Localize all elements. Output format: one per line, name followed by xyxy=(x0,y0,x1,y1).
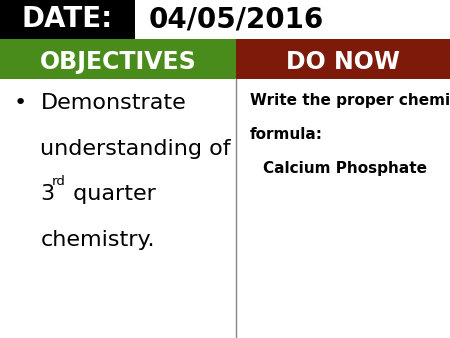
FancyBboxPatch shape xyxy=(0,44,236,79)
Text: Calcium Phosphate: Calcium Phosphate xyxy=(263,161,427,175)
FancyBboxPatch shape xyxy=(236,39,450,44)
Text: chemistry.: chemistry. xyxy=(40,230,155,250)
Text: Demonstrate: Demonstrate xyxy=(40,93,186,113)
Text: DO NOW: DO NOW xyxy=(286,50,400,74)
FancyBboxPatch shape xyxy=(236,44,450,79)
FancyBboxPatch shape xyxy=(0,39,236,44)
Text: formula:: formula: xyxy=(250,127,323,142)
Text: •: • xyxy=(14,93,27,113)
Text: rd: rd xyxy=(52,175,66,188)
Text: understanding of: understanding of xyxy=(40,139,231,159)
FancyBboxPatch shape xyxy=(0,0,135,39)
Text: Write the proper chemical: Write the proper chemical xyxy=(250,93,450,108)
Text: DATE:: DATE: xyxy=(22,5,113,33)
Text: 3: 3 xyxy=(40,184,54,204)
Text: quarter: quarter xyxy=(66,184,156,204)
Text: 04/05/2016: 04/05/2016 xyxy=(148,5,324,33)
Text: OBJECTIVES: OBJECTIVES xyxy=(40,50,197,74)
